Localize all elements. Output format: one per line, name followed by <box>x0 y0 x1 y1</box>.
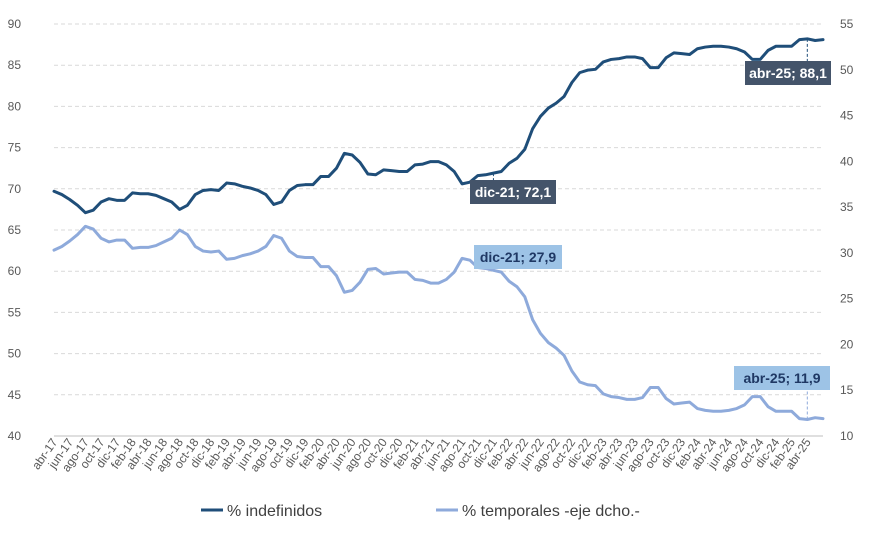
right-axis-tick-label: 30 <box>840 246 854 260</box>
right-axis-tick-label: 55 <box>840 17 854 31</box>
series-line-2 <box>52 224 825 422</box>
right-axis-tick-label: 20 <box>840 337 854 351</box>
left-axis-tick-label: 85 <box>8 58 22 72</box>
left-axis-tick-label: 60 <box>8 264 22 278</box>
right-axis-tick-label: 40 <box>840 154 854 168</box>
data-callouts: abr-25; 88,1 dic-21; 72,1 dic-21; 27,9 abr-… <box>470 38 831 420</box>
left-axis-tick-label: 70 <box>8 182 22 196</box>
right-axis-tick-label: 15 <box>840 383 854 397</box>
left-axis-tick-label: 50 <box>8 347 22 361</box>
legend: % indefinidos % temporales -eje dcho.- <box>201 503 640 520</box>
right-axis-tick-label: 50 <box>840 63 854 77</box>
callout-label: dic-21; 72,1 <box>475 184 551 200</box>
left-axis-tick-label: 65 <box>8 223 22 237</box>
callout-label: dic-21; 27,9 <box>480 249 556 265</box>
callout-label: abr-25; 88,1 <box>749 65 827 81</box>
callout-label: abr-25; 11,9 <box>743 370 820 386</box>
x-axis-ticks: abr-17jun-17ago-17oct-17dic-17feb-18abr-… <box>29 435 814 474</box>
legend-label-1: % indefinidos <box>227 503 322 520</box>
callout-box <box>734 366 830 390</box>
callout-box <box>470 180 556 204</box>
callout-box <box>474 245 562 269</box>
series-lines <box>52 37 825 422</box>
series-line-1 <box>52 37 825 215</box>
left-axis-tick-label: 75 <box>8 141 22 155</box>
right-axis-tick-label: 45 <box>840 109 854 123</box>
left-axis-tick-label: 45 <box>8 388 22 402</box>
legend-label-2: % temporales -eje dcho.- <box>462 503 640 520</box>
left-axis-tick-label: 40 <box>8 429 22 443</box>
gridlines <box>54 23 823 396</box>
callout-box <box>745 61 831 85</box>
left-axis-tick-label: 90 <box>8 17 22 31</box>
left-axis-tick-label: 55 <box>8 305 22 319</box>
left-axis-tick-label: 80 <box>8 99 22 113</box>
right-axis-ticks: 10 15 20 25 30 35 40 45 50 55 <box>840 17 854 443</box>
right-axis-tick-label: 35 <box>840 200 854 214</box>
left-axis-ticks: 40 45 50 55 60 65 70 75 80 85 90 <box>8 17 22 443</box>
right-axis-tick-label: 10 <box>840 429 854 443</box>
right-axis-tick-label: 25 <box>840 292 854 306</box>
